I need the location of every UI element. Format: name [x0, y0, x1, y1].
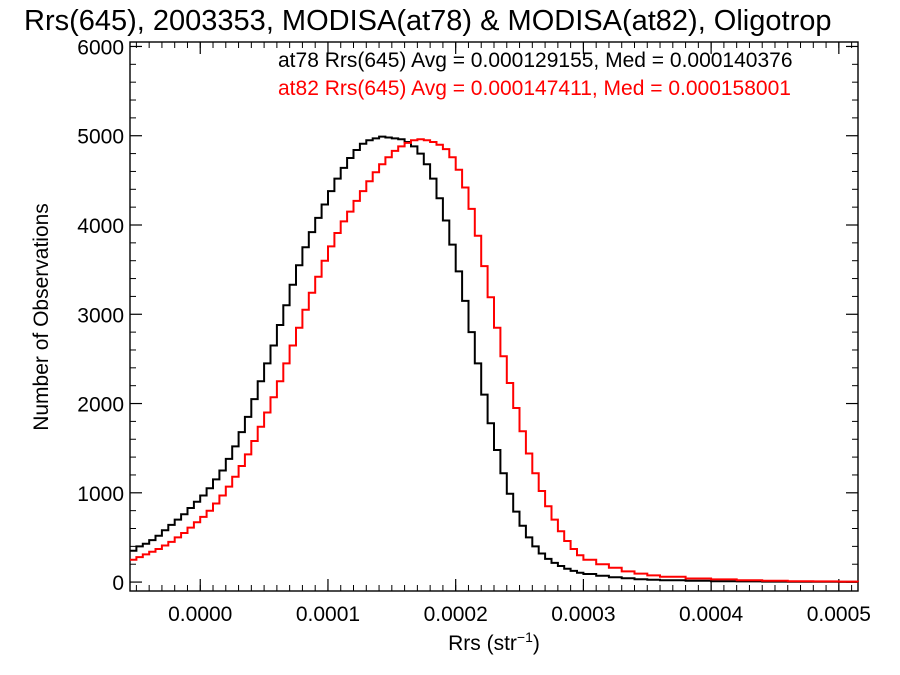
y-tick-label: 4000 [77, 215, 124, 238]
x-axis-label: Rrs (str−1) [448, 629, 540, 655]
y-tick-label: 6000 [77, 36, 124, 59]
y-tick-label: 2000 [77, 394, 124, 417]
x-tick-label: 0.0005 [807, 603, 871, 626]
legend: at78 Rrs(645) Avg = 0.000129155, Med = 0… [278, 49, 793, 100]
legend-entry-at78: at78 Rrs(645) Avg = 0.000129155, Med = 0… [278, 49, 793, 72]
x-tick-label: 0.0002 [424, 603, 488, 626]
axis-ticks [130, 42, 858, 591]
y-tick-labels: 0 1000 2000 3000 4000 5000 6000 [77, 36, 124, 595]
series-line-at82 [130, 138, 859, 583]
x-tick-labels: 0.0000 0.0001 0.0002 0.0003 0.0004 0.0005 [168, 603, 871, 626]
y-axis-label: Number of Observations [30, 203, 53, 431]
y-tick-label: 3000 [77, 304, 124, 327]
chart-title: Rrs(645), 2003353, MODISA(at78) & MODISA… [24, 5, 831, 37]
legend-entry-at82: at82 Rrs(645) Avg = 0.000147411, Med = 0… [278, 77, 791, 100]
x-tick-label: 0.0001 [296, 603, 360, 626]
y-tick-label: 5000 [77, 126, 124, 149]
x-tick-label: 0.0004 [679, 603, 744, 626]
series-group [130, 135, 859, 583]
y-tick-label: 1000 [77, 483, 124, 506]
y-tick-label: 0 [112, 572, 124, 595]
series-line-at78 [130, 135, 858, 583]
x-tick-label: 0.0003 [551, 603, 615, 626]
x-tick-label: 0.0000 [168, 603, 232, 626]
